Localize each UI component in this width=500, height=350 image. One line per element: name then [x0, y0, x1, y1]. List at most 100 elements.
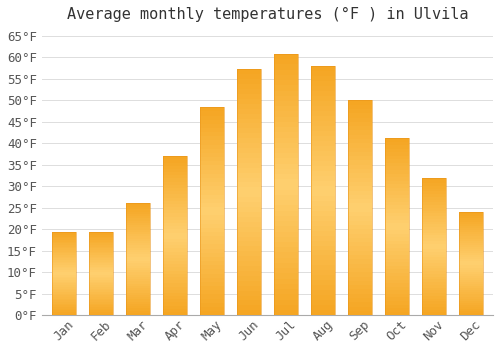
- Bar: [274, 226, 298, 232]
- Bar: [126, 281, 150, 284]
- Bar: [163, 252, 187, 255]
- Bar: [126, 308, 150, 311]
- Bar: [200, 124, 224, 128]
- Bar: [200, 270, 224, 274]
- Bar: [126, 232, 150, 234]
- Bar: [311, 106, 335, 111]
- Bar: [459, 240, 483, 243]
- Bar: [459, 270, 483, 272]
- Bar: [200, 170, 224, 174]
- Bar: [348, 148, 372, 152]
- Bar: [348, 143, 372, 148]
- Bar: [126, 313, 150, 315]
- Bar: [200, 224, 224, 228]
- Bar: [459, 243, 483, 245]
- Bar: [385, 195, 409, 198]
- Bar: [89, 265, 113, 267]
- Bar: [459, 226, 483, 228]
- Bar: [422, 296, 446, 299]
- Bar: [52, 295, 76, 297]
- Bar: [385, 156, 409, 159]
- Bar: [311, 216, 335, 220]
- Bar: [422, 271, 446, 274]
- Bar: [126, 295, 150, 297]
- Bar: [52, 273, 76, 275]
- Bar: [163, 182, 187, 185]
- Bar: [311, 290, 335, 295]
- Bar: [348, 173, 372, 178]
- Bar: [348, 264, 372, 268]
- Bar: [459, 261, 483, 264]
- Bar: [459, 214, 483, 216]
- Bar: [237, 222, 261, 227]
- Bar: [311, 66, 335, 315]
- Bar: [126, 241, 150, 243]
- Bar: [422, 252, 446, 255]
- Bar: [52, 302, 76, 303]
- Bar: [274, 310, 298, 315]
- Bar: [163, 156, 187, 315]
- Bar: [348, 246, 372, 251]
- Bar: [348, 216, 372, 221]
- Bar: [385, 234, 409, 237]
- Bar: [348, 307, 372, 311]
- Bar: [89, 272, 113, 273]
- Bar: [126, 230, 150, 232]
- Bar: [200, 299, 224, 303]
- Bar: [200, 111, 224, 116]
- Bar: [422, 313, 446, 315]
- Bar: [274, 85, 298, 91]
- Bar: [311, 91, 335, 96]
- Bar: [459, 284, 483, 286]
- Bar: [237, 163, 261, 168]
- Bar: [237, 286, 261, 290]
- Bar: [422, 189, 446, 191]
- Bar: [237, 99, 261, 104]
- Bar: [274, 268, 298, 273]
- Bar: [348, 259, 372, 264]
- Bar: [237, 114, 261, 119]
- Bar: [311, 121, 335, 126]
- Bar: [200, 244, 224, 248]
- Bar: [274, 263, 298, 268]
- Bar: [385, 167, 409, 170]
- Bar: [237, 69, 261, 315]
- Bar: [459, 212, 483, 214]
- Bar: [237, 168, 261, 173]
- Bar: [274, 242, 298, 247]
- Bar: [89, 242, 113, 244]
- Bar: [200, 195, 224, 199]
- Bar: [385, 230, 409, 234]
- Bar: [126, 261, 150, 264]
- Bar: [163, 293, 187, 296]
- Bar: [52, 238, 76, 240]
- Bar: [89, 308, 113, 310]
- Bar: [385, 184, 409, 188]
- Bar: [422, 236, 446, 238]
- Bar: [89, 303, 113, 305]
- Bar: [348, 178, 372, 182]
- Bar: [126, 216, 150, 218]
- Bar: [422, 222, 446, 224]
- Bar: [163, 175, 187, 178]
- Bar: [274, 153, 298, 159]
- Bar: [274, 179, 298, 184]
- Bar: [200, 294, 224, 299]
- Bar: [385, 145, 409, 149]
- Bar: [348, 276, 372, 281]
- Bar: [52, 252, 76, 253]
- Bar: [237, 89, 261, 94]
- Bar: [274, 294, 298, 300]
- Bar: [237, 79, 261, 84]
- Bar: [348, 161, 372, 165]
- Bar: [459, 224, 483, 226]
- Bar: [200, 186, 224, 190]
- Bar: [237, 217, 261, 222]
- Bar: [237, 300, 261, 305]
- Bar: [422, 288, 446, 290]
- Bar: [459, 307, 483, 309]
- Bar: [459, 234, 483, 237]
- Bar: [459, 216, 483, 218]
- Bar: [126, 304, 150, 306]
- Bar: [385, 209, 409, 212]
